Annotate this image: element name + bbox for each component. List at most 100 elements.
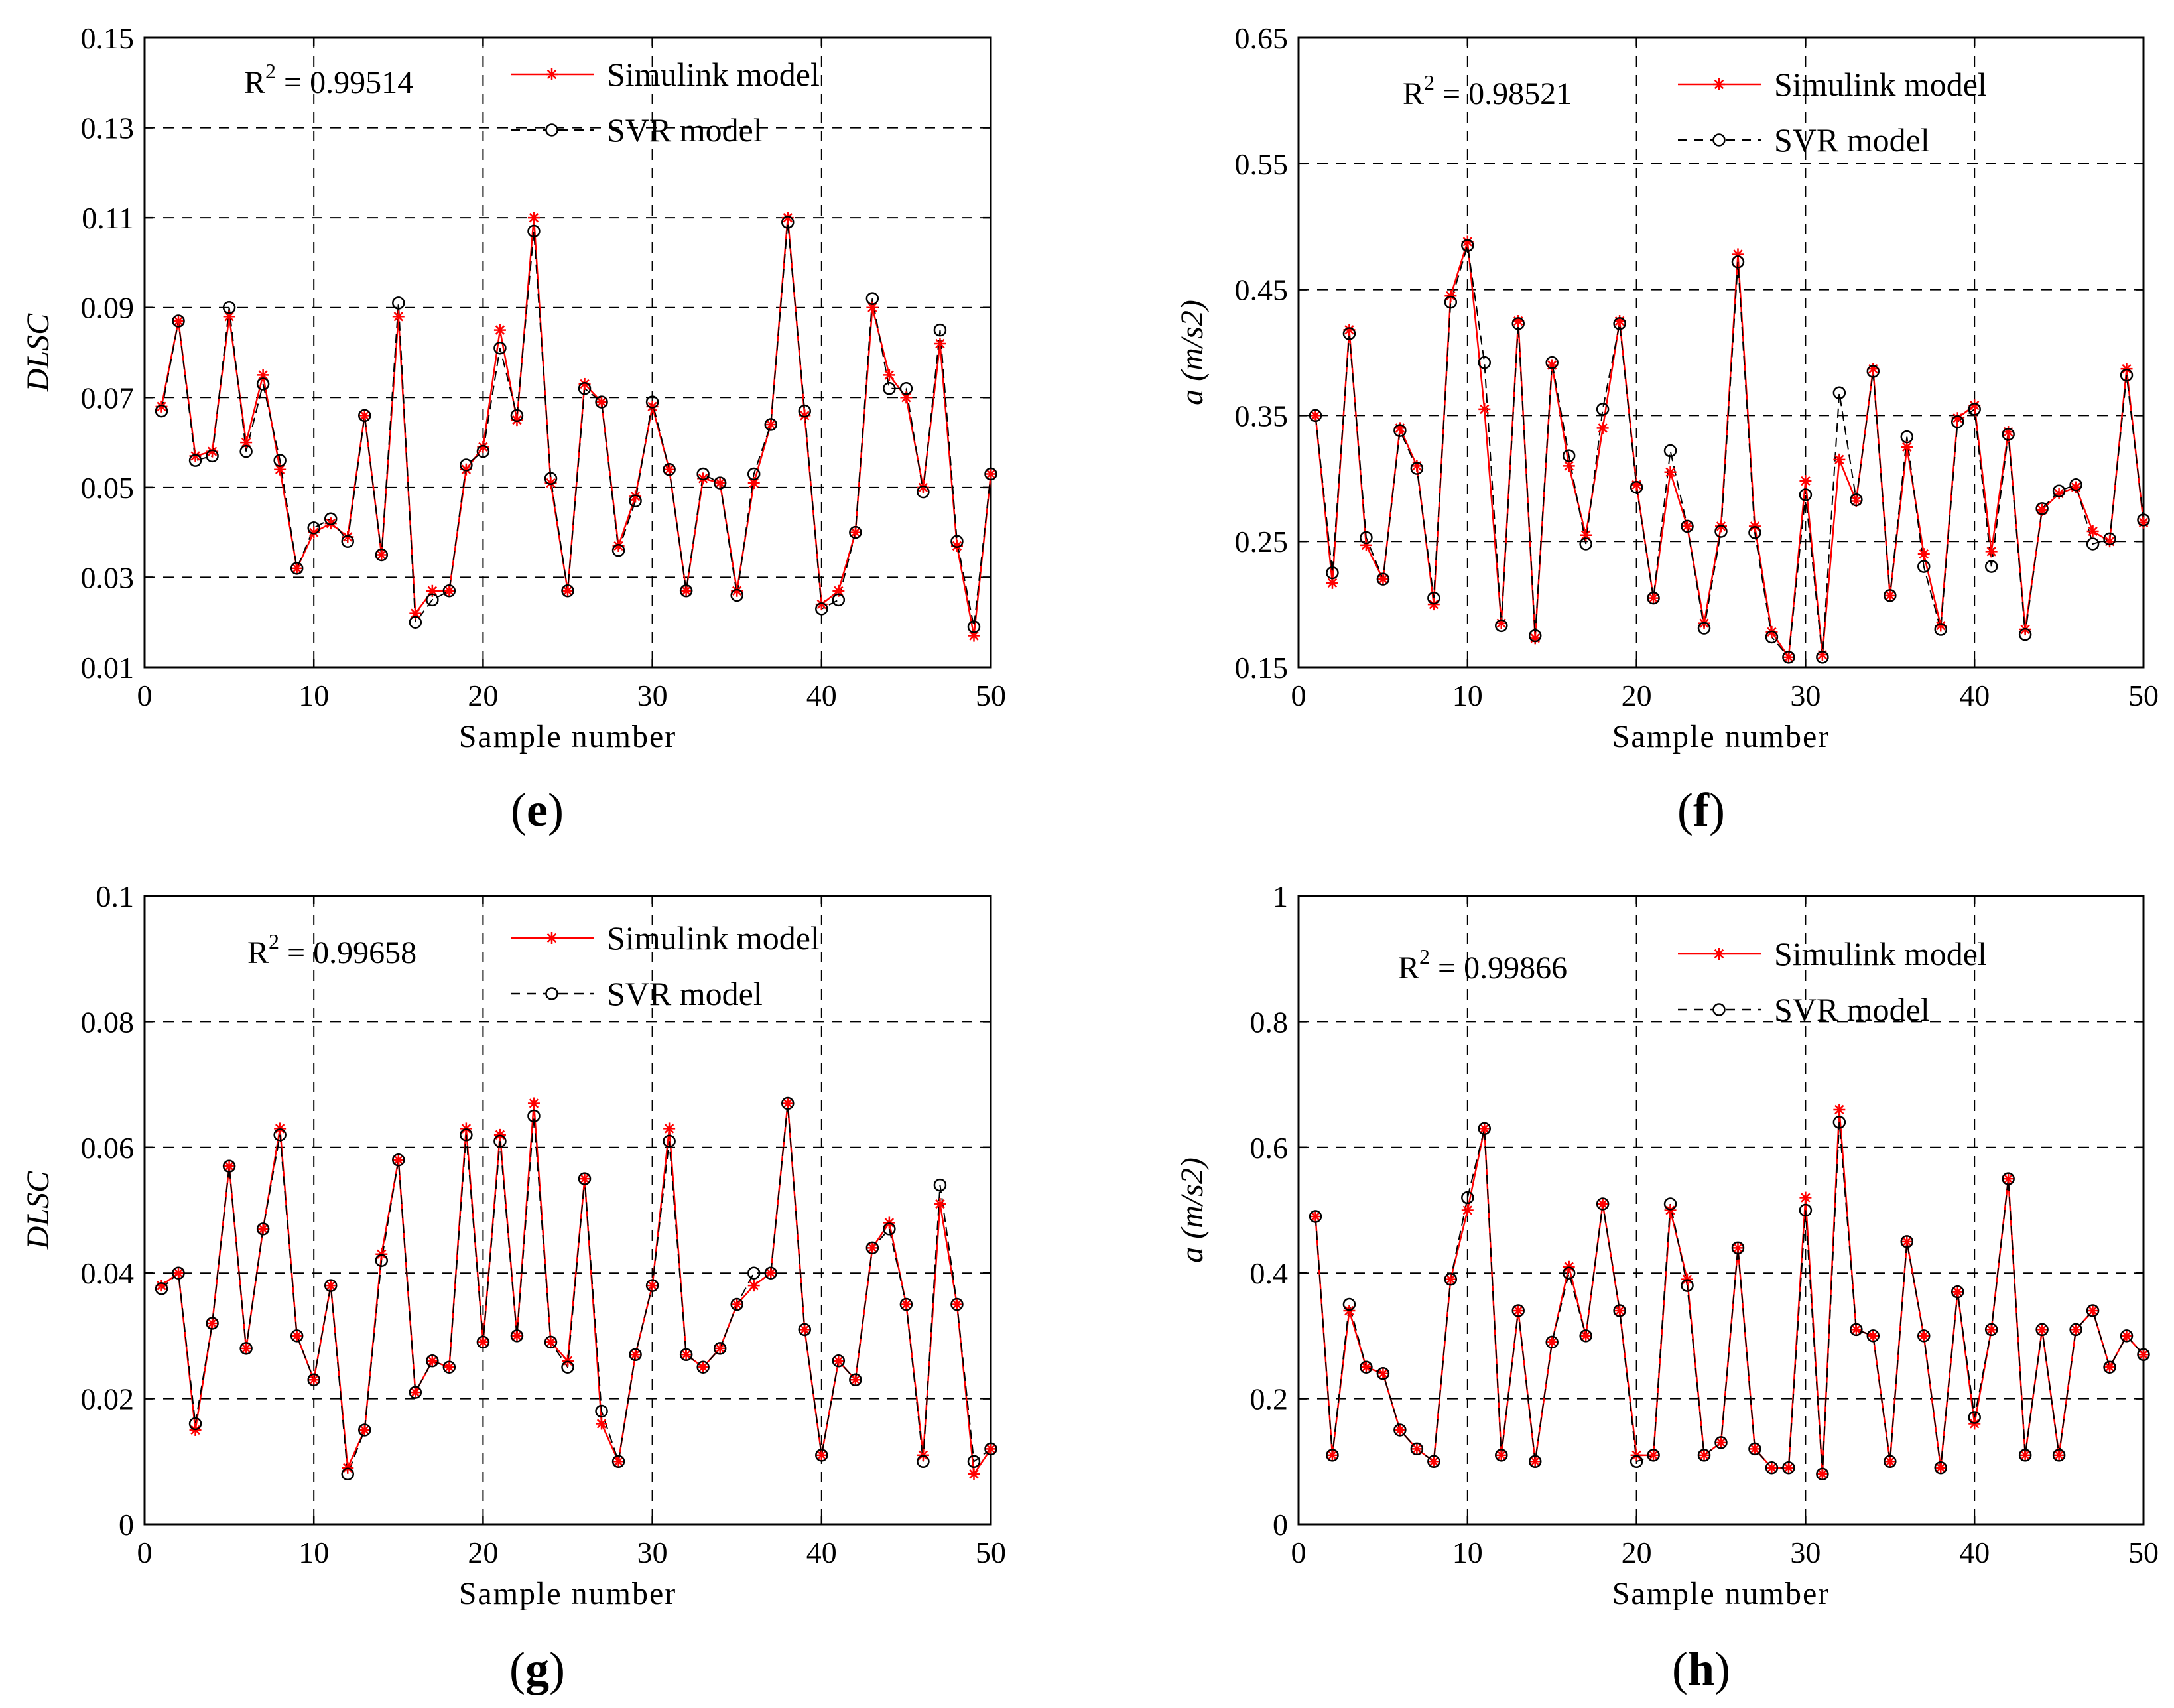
data-point-simulink-d2: [850, 527, 861, 537]
panel-letter-text: f: [1693, 783, 1710, 836]
data-point-simulink-d2: [1462, 1205, 1472, 1215]
data-point-simulink-d2: [1614, 1305, 1625, 1316]
data-point-svr: [1748, 526, 1761, 539]
data-point-simulink: [308, 1374, 320, 1386]
data-point-simulink-d2: [681, 586, 691, 596]
data-point-svr: [595, 1404, 608, 1418]
chart-panel-e: 0 10 20 30 40 50 0.01 0.03 0.05 0.07 0.09 0.11 0.13 0…: [21, 21, 1006, 836]
data-point-svr: [2002, 1172, 2015, 1185]
data-point-svr: [172, 1266, 185, 1280]
legend-label: SVR model: [1774, 991, 1930, 1028]
data-point-simulink-d2: [359, 411, 369, 421]
y-tick-label: 0.6: [1250, 1131, 1289, 1165]
x-tick-label: 10: [1452, 679, 1483, 712]
panel-letter: (e): [511, 783, 564, 836]
data-point-svr: [1799, 488, 1813, 501]
data-point-simulink-d2: [783, 212, 793, 223]
data-point-simulink: [1664, 466, 1677, 478]
data-point-simulink-d2: [1936, 1463, 1946, 1473]
data-point-svr: [358, 1423, 371, 1437]
data-point-svr: [2018, 1449, 2032, 1462]
data-point-svr: [1950, 415, 1964, 428]
data-point-svr: [1731, 255, 1745, 269]
x-tick-label: 0: [1291, 679, 1307, 712]
data-point-svr: [290, 1329, 304, 1343]
x-tick-label: 40: [1959, 679, 1990, 712]
data-point-simulink: [527, 212, 540, 224]
data-point-svr: [460, 1128, 473, 1142]
data-point-svr: [1647, 1449, 1660, 1462]
data-point-simulink-d2: [715, 478, 725, 488]
data-point-simulink-d2: [2104, 1362, 2115, 1372]
data-point-svr: [1427, 591, 1440, 605]
data-point-svr: [1630, 480, 1643, 494]
data-point-simulink-d2: [901, 1299, 911, 1309]
data-point-svr: [1545, 356, 1559, 369]
data-point-svr: [2120, 1329, 2134, 1343]
data-point-svr: [1850, 493, 1863, 507]
data-point-simulink-d2: [2122, 1331, 2132, 1341]
panel-letter: (g): [509, 1642, 565, 1695]
data-point-svr: [1968, 403, 1981, 416]
data-point-simulink: [866, 1242, 879, 1254]
data-point-simulink-d2: [1783, 652, 1794, 662]
data-point-svr: [1884, 1455, 1897, 1469]
data-point-svr: [1866, 365, 1880, 378]
data-point-simulink: [714, 477, 726, 490]
data-point-svr: [1765, 630, 1779, 644]
data-point-simulink-d2: [732, 1299, 742, 1309]
data-point-svr: [544, 472, 558, 486]
data-point-svr: [1309, 409, 1322, 423]
data-point-simulink-d2: [2088, 526, 2098, 537]
y-tick-label: 0.15: [1235, 651, 1289, 685]
plot-frame: [143, 895, 992, 1526]
data-point-svr: [849, 1373, 862, 1386]
data-point-svr: [1968, 1411, 1981, 1424]
data-point-simulink: [832, 1354, 845, 1367]
data-point-svr: [426, 593, 439, 607]
data-point-svr: [2052, 484, 2066, 498]
data-point-svr: [1866, 1329, 1880, 1343]
data-point-svr: [679, 1348, 693, 1362]
data-point-svr: [1681, 1279, 1694, 1292]
data-point-simulink: [1377, 573, 1389, 586]
data-point-simulink: [1411, 1443, 1423, 1455]
data-point-simulink-d2: [546, 1337, 556, 1347]
data-point-svr: [409, 1386, 422, 1399]
data-point-svr: [2137, 513, 2150, 527]
data-point-simulink: [2053, 1449, 2065, 1461]
data-point-svr: [1528, 1455, 1542, 1469]
data-point-svr: [1579, 537, 1592, 551]
data-point-simulink-d2: [834, 1356, 844, 1366]
data-point-simulink: [697, 1361, 710, 1374]
data-point-simulink-d2: [1344, 325, 1354, 335]
data-point-simulink: [1596, 422, 1609, 434]
data-point-simulink-d2: [1462, 237, 1472, 247]
data-point-svr: [1326, 1449, 1339, 1462]
data-point-simulink-d2: [952, 1299, 962, 1309]
data-point-svr: [1528, 629, 1542, 643]
data-point-simulink: [1563, 460, 1575, 472]
data-point-simulink-d2: [1716, 1437, 1726, 1448]
data-point-svr: [798, 404, 812, 418]
x-tick-label: 20: [1622, 679, 1652, 712]
data-point-simulink: [1917, 1329, 1930, 1342]
data-point-svr: [713, 1342, 727, 1355]
data-point-simulink: [1782, 1461, 1795, 1474]
r2-symbol: R: [247, 935, 269, 970]
y-tick-label: 0.8: [1250, 1005, 1289, 1039]
data-point-svr: [1342, 327, 1356, 340]
x-tick-label: 0: [1291, 1536, 1307, 1569]
legend-marker-simulink: [546, 932, 558, 944]
data-point-svr: [1562, 1266, 1576, 1280]
data-point-simulink: [409, 1386, 422, 1399]
data-point-simulink-d2: [309, 1375, 319, 1385]
data-point-svr: [1410, 462, 1424, 475]
data-point-simulink: [849, 526, 862, 539]
data-point-simulink-d2: [292, 1331, 302, 1341]
data-point-simulink-d2: [2088, 1305, 2098, 1316]
data-point-svr: [1697, 1449, 1711, 1462]
data-point-simulink: [1732, 1242, 1744, 1254]
data-point-simulink-d2: [1580, 530, 1591, 540]
data-point-svr: [1545, 1335, 1559, 1349]
